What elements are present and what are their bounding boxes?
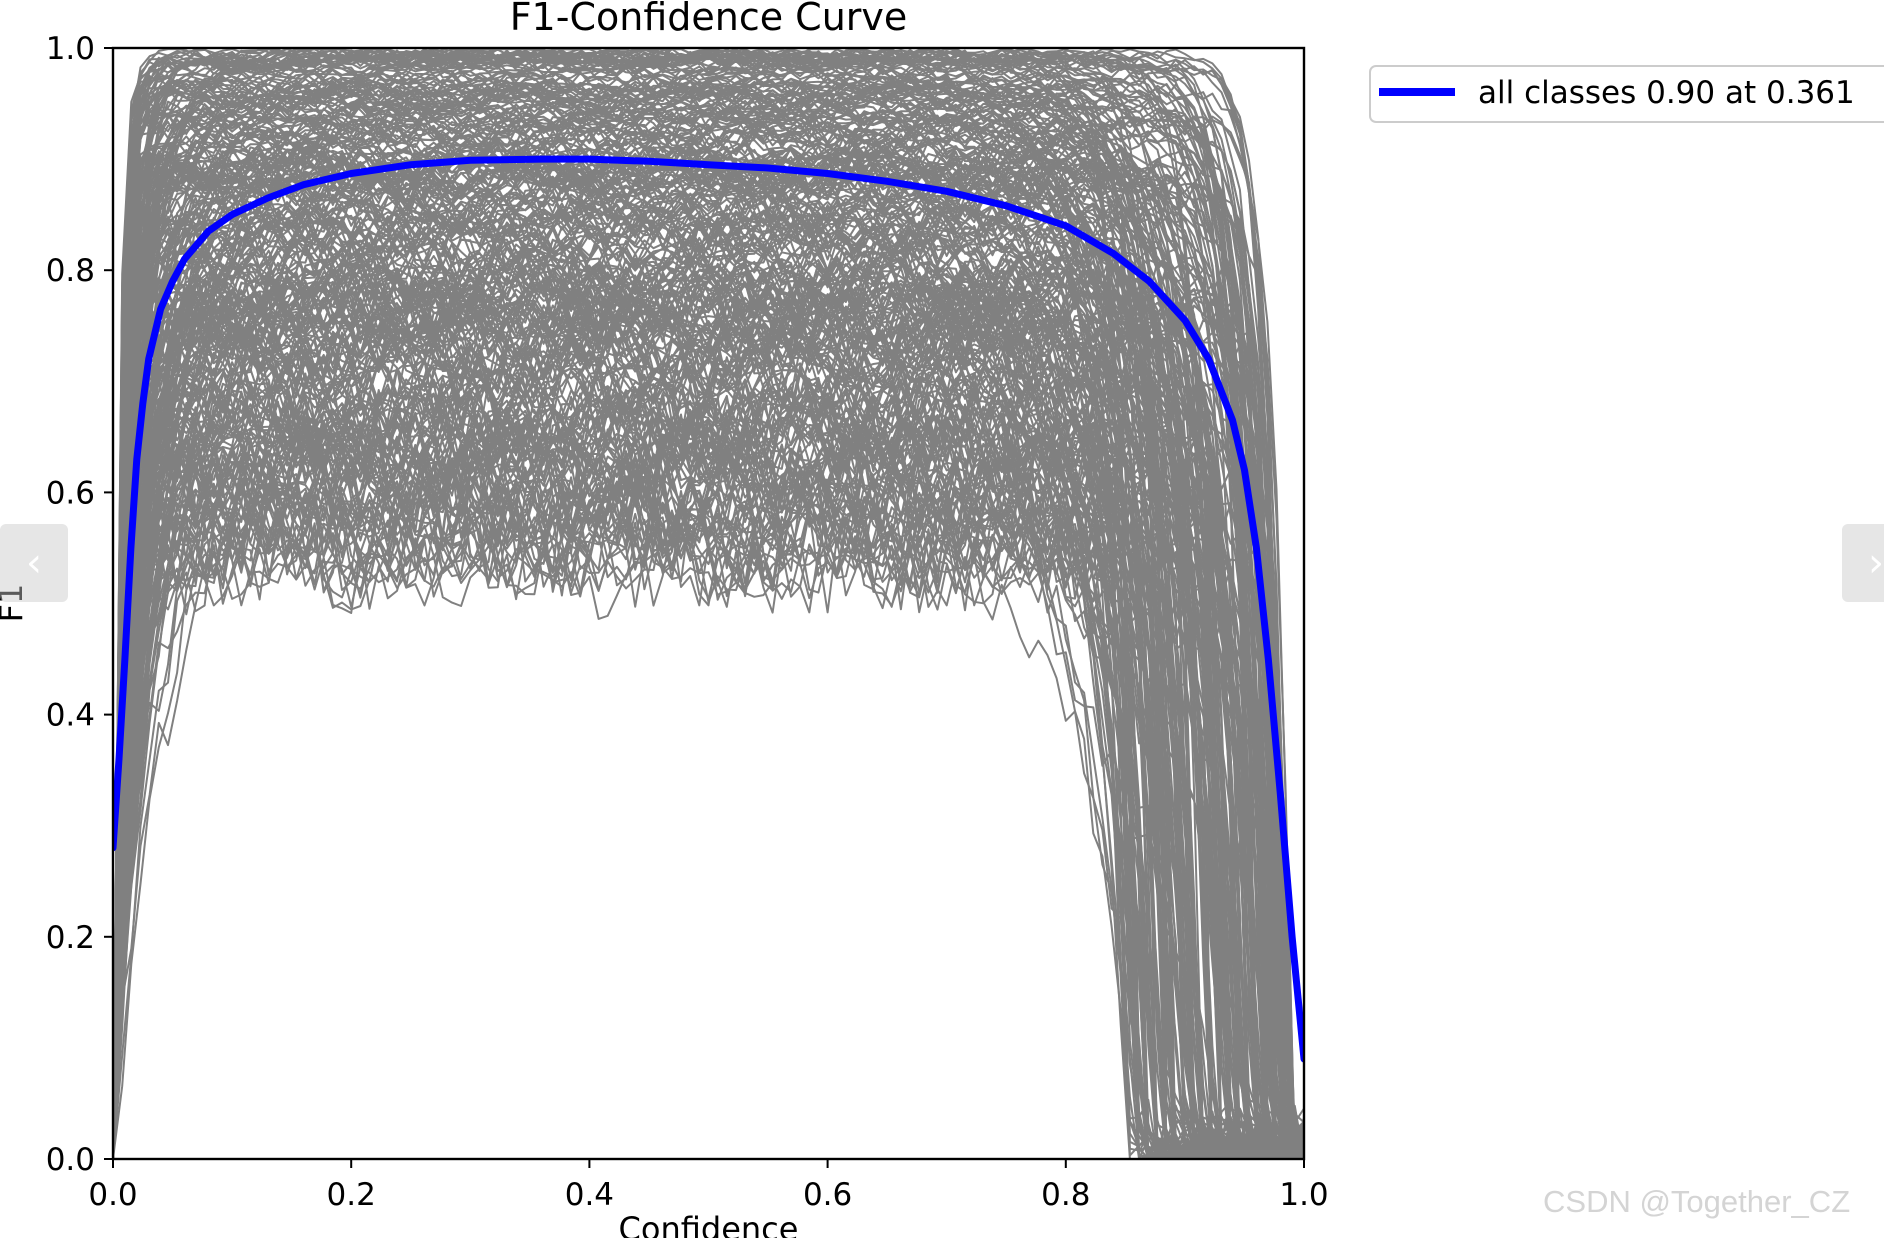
- x-tick-label-3: 0.6: [803, 1177, 852, 1213]
- class-curve-182: [113, 418, 1304, 1159]
- class-curve-214: [113, 382, 1304, 1159]
- y-tick-label-0: 0.0: [46, 1142, 95, 1178]
- y-tick-label-2: 0.4: [46, 698, 95, 734]
- class-curve-277: [113, 490, 1304, 1159]
- class-curve-294: [113, 260, 1304, 1159]
- y-tick-label-3: 0.6: [46, 475, 95, 511]
- class-curve-272: [113, 346, 1304, 1159]
- class-curve-227: [113, 130, 1304, 1159]
- class-curve-282: [113, 291, 1304, 1159]
- x-axis-ticks: 0.0 0.2 0.4 0.6 0.8 1.0: [88, 1159, 1329, 1213]
- chevron-left-icon: ‹: [26, 540, 42, 586]
- y-tick-label-4: 0.8: [46, 253, 95, 289]
- main-series: [113, 155, 1304, 1063]
- class-curve-238: [113, 310, 1304, 1159]
- class-curve-225: [113, 49, 1304, 1159]
- class-curve-168: [113, 176, 1304, 1159]
- class-curve-289: [113, 144, 1304, 1159]
- class-curve-278: [113, 306, 1304, 1159]
- class-curve-267: [113, 467, 1304, 1159]
- class-curve-56: [113, 98, 1304, 1159]
- legend: all classes 0.90 at 0.361: [1369, 65, 1884, 123]
- previous-image-button[interactable]: ‹: [0, 524, 68, 602]
- class-curve-186: [113, 282, 1304, 1159]
- watermark: CSDN @Together_CZ: [1543, 1184, 1851, 1219]
- y-axis-label: F1: [0, 584, 30, 623]
- chevron-right-icon: ›: [1868, 540, 1884, 586]
- legend-label: all classes 0.90 at 0.361: [1478, 75, 1855, 111]
- class-curve-254: [113, 56, 1304, 1159]
- class-curve-266: [113, 158, 1304, 1159]
- x-tick-label-1: 0.2: [327, 1177, 376, 1213]
- x-tick-label-4: 0.8: [1041, 1177, 1090, 1213]
- class-curve-255: [113, 365, 1304, 1159]
- class-curve-235: [113, 90, 1304, 1159]
- plot-frame: [111, 46, 1306, 1161]
- x-tick-label-2: 0.4: [565, 1177, 614, 1213]
- class-curve-262: [113, 330, 1304, 1159]
- series-line-0: [113, 155, 1304, 1063]
- class-curve-269: [113, 48, 1304, 1159]
- class-curve-256: [113, 138, 1304, 1159]
- class-curve-140: [113, 216, 1304, 1159]
- class-curve-291: [113, 229, 1304, 1159]
- class-curve-258: [113, 229, 1304, 1159]
- x-tick-label-5: 1.0: [1279, 1177, 1328, 1213]
- x-tick-label-0: 0.0: [88, 1177, 137, 1213]
- chart-title: F1-Confidence Curve: [510, 0, 908, 39]
- class-curve-298: [113, 130, 1304, 1159]
- x-axis-label: Confidence: [619, 1210, 799, 1238]
- legend-box: [1369, 65, 1884, 123]
- class-curve-273: [113, 313, 1304, 1159]
- class-curve-265: [113, 196, 1304, 1159]
- class-curve-176: [113, 410, 1304, 1159]
- class-curve-115: [113, 100, 1304, 1159]
- y-axis-ticks: 0.0 0.2 0.4 0.6 0.8 1.0: [46, 31, 113, 1178]
- class-curve-144: [113, 294, 1304, 1159]
- class-curve-271: [113, 186, 1304, 1159]
- class-curve-287: [113, 50, 1304, 1159]
- class-curve-150: [113, 115, 1304, 1159]
- class-curve-286: [113, 193, 1304, 1159]
- class-curves: [113, 48, 1304, 1159]
- class-curve-172: [113, 163, 1304, 1159]
- class-curve-290: [113, 268, 1304, 1159]
- class-curve-297: [113, 270, 1304, 1159]
- class-curve-299: [113, 71, 1304, 1159]
- class-curve-296: [113, 48, 1304, 1159]
- y-tick-label-1: 0.2: [46, 920, 95, 956]
- y-tick-label-5: 1.0: [46, 31, 95, 67]
- class-curve-241: [113, 426, 1304, 1159]
- next-image-button[interactable]: ›: [1842, 524, 1884, 602]
- class-curve-276: [113, 324, 1304, 1159]
- class-curve-260: [113, 67, 1304, 1159]
- class-curve-295: [113, 77, 1304, 1159]
